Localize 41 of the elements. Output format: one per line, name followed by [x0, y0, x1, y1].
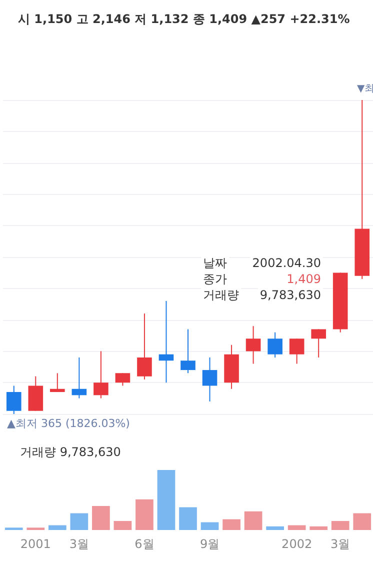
bar — [266, 526, 284, 530]
chart-title: 시 1,150 고 2,146 저 1,132 종 1,409 ▲257 +22.31% — [18, 12, 350, 26]
text: ▲최저 365 (1826.03%) — [7, 417, 130, 430]
x-tick-label: 6월 — [134, 537, 154, 551]
candlestick — [72, 356, 87, 399]
text: 날짜 2002.04.30 — [203, 256, 322, 270]
bar — [136, 499, 154, 530]
bar — [48, 525, 66, 530]
x-tick-label: 2001 — [20, 537, 51, 551]
candlestick — [158, 300, 174, 384]
candlestick — [202, 356, 218, 402]
candlestick — [311, 328, 326, 358]
bar — [310, 526, 328, 530]
bar — [92, 506, 110, 530]
text: 거래량 9,783,630 — [20, 445, 121, 459]
x-tick-label: 2002 — [282, 537, 312, 551]
x-tick-label: 3월 — [69, 537, 89, 551]
candlestick — [50, 372, 65, 393]
bar — [288, 525, 306, 530]
bar — [200, 522, 219, 530]
candlestick — [268, 332, 282, 358]
candlestick — [180, 328, 196, 374]
text: 거래량 9,783,630 — [203, 288, 322, 302]
bar — [70, 513, 88, 530]
bar — [353, 513, 372, 530]
bar — [244, 511, 262, 530]
bar — [331, 521, 350, 530]
text: 종가 1,409 — [203, 272, 322, 286]
candlestick — [137, 313, 152, 380]
candlestick — [115, 372, 130, 386]
text: ▼최 — [357, 84, 373, 94]
bar — [222, 519, 240, 530]
candlestick — [289, 338, 304, 364]
candlestick — [94, 350, 108, 399]
bar — [179, 507, 197, 530]
bar — [157, 470, 176, 530]
x-tick-label: 3월 — [330, 537, 350, 551]
bar — [114, 521, 132, 530]
candlestick — [246, 326, 261, 364]
candlestick — [6, 385, 22, 414]
x-tick-label: 9월 — [200, 537, 220, 551]
